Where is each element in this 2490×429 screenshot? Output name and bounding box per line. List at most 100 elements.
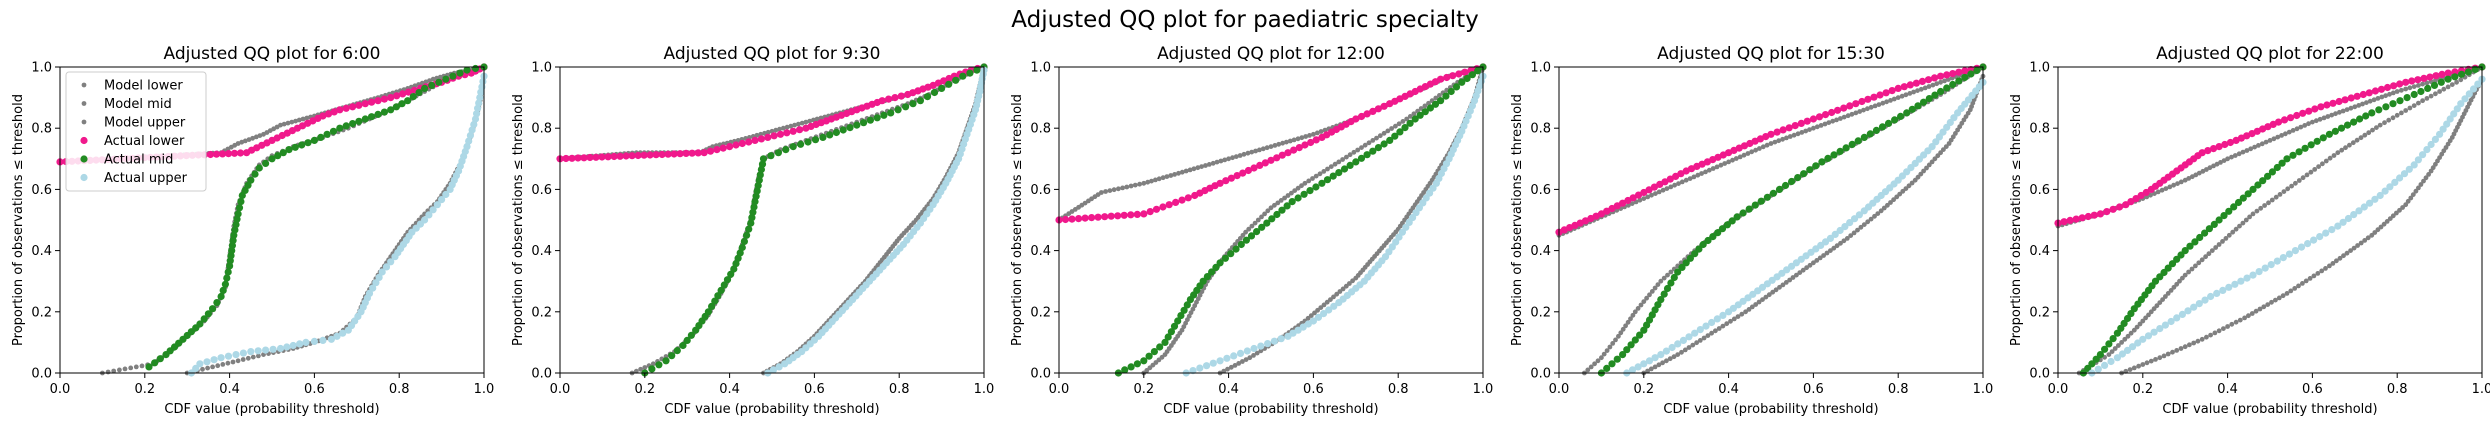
data-point <box>2254 208 2260 214</box>
data-point <box>382 263 391 271</box>
data-point <box>2291 247 2299 255</box>
data-point <box>704 308 713 316</box>
data-point <box>1953 131 1958 136</box>
data-point <box>2340 108 2346 114</box>
data-point <box>832 128 841 137</box>
data-point <box>2362 112 2370 120</box>
data-point <box>2348 105 2354 111</box>
x-tick-label: 0.8 <box>389 382 410 397</box>
data-point <box>2249 185 2257 193</box>
y-tick-label: 0.4 <box>1030 244 1051 259</box>
data-point <box>2307 141 2315 149</box>
data-point <box>1208 268 1216 276</box>
data-point <box>296 117 302 123</box>
data-point <box>2389 100 2397 108</box>
data-point <box>2359 90 2367 99</box>
data-point <box>2275 134 2281 140</box>
data-point <box>2280 293 2286 299</box>
data-point <box>2226 232 2232 238</box>
data-point <box>2289 151 2297 159</box>
x-tick-label: 0.2 <box>1633 382 1654 397</box>
data-point <box>1795 131 1801 137</box>
data-point <box>568 154 576 162</box>
data-point <box>2278 159 2286 167</box>
data-point <box>1728 318 1733 324</box>
data-point <box>2244 148 2250 153</box>
data-point <box>776 130 785 138</box>
data-point <box>1671 354 1677 360</box>
data-point <box>1706 167 1712 173</box>
data-point <box>1335 169 1343 177</box>
data-point <box>2423 146 2431 154</box>
x-axis-label: CDF value (probability threshold) <box>1663 402 1878 417</box>
data-point <box>128 365 134 371</box>
data-point <box>1216 259 1224 267</box>
series-actual-lower <box>2054 63 2486 227</box>
data-point <box>427 78 432 83</box>
x-tick-label: 1.0 <box>474 382 495 397</box>
data-point <box>2213 289 2221 297</box>
data-point <box>897 92 905 100</box>
data-point <box>2283 155 2291 163</box>
data-point <box>819 133 827 141</box>
data-point <box>1107 188 1113 194</box>
data-point <box>2139 335 2147 343</box>
data-point <box>839 126 847 134</box>
data-point <box>1702 322 1710 330</box>
data-point <box>1196 364 1204 372</box>
data-point <box>1866 130 1874 138</box>
data-point <box>2465 90 2473 98</box>
data-point <box>1340 165 1349 173</box>
data-point <box>2301 144 2309 152</box>
data-point <box>276 344 285 353</box>
data-point <box>1888 200 1893 205</box>
data-point <box>804 138 812 146</box>
data-point <box>1838 116 1843 121</box>
data-point <box>1619 351 1627 359</box>
data-point <box>633 368 639 374</box>
legend-entry: Model upper <box>104 116 186 131</box>
data-point <box>2377 85 2386 93</box>
data-point <box>2094 365 2102 373</box>
data-point <box>2230 203 2238 211</box>
data-point <box>887 109 895 117</box>
data-point <box>215 363 221 369</box>
data-point <box>1242 236 1250 244</box>
x-tick-label: 0.2 <box>1133 382 1154 397</box>
data-point <box>1347 152 1353 158</box>
data-point <box>2461 95 2469 103</box>
y-tick-label: 0.4 <box>2029 244 2050 259</box>
data-point <box>2201 229 2209 237</box>
data-point <box>2325 130 2333 138</box>
data-point <box>2433 91 2438 97</box>
data-point <box>2310 236 2318 244</box>
data-point <box>2249 271 2257 279</box>
data-point <box>2199 336 2205 342</box>
data-point <box>1247 232 1256 240</box>
data-point <box>676 150 684 158</box>
data-point <box>404 97 412 105</box>
data-point <box>2458 77 2464 83</box>
data-point <box>1363 151 1371 159</box>
data-points <box>1055 63 1487 377</box>
data-point <box>1474 67 1482 75</box>
data-point <box>730 265 738 273</box>
data-point <box>429 206 437 214</box>
data-point <box>1623 346 1631 354</box>
y-tick-label: 0.0 <box>31 367 52 382</box>
data-point <box>1865 219 1871 225</box>
data-point <box>1389 126 1394 131</box>
data-point <box>1773 128 1781 136</box>
data-point <box>2157 300 2163 305</box>
data-point <box>938 84 946 92</box>
data-point <box>2381 221 2387 227</box>
data-point <box>1937 72 1945 80</box>
data-point <box>1811 260 1816 266</box>
data-point <box>2364 100 2369 105</box>
data-point <box>2182 272 2188 278</box>
data-point <box>2209 145 2218 153</box>
data-point <box>1294 194 1302 202</box>
data-point <box>2206 251 2212 257</box>
y-tick-label: 0.6 <box>31 183 52 198</box>
data-point <box>1943 84 1951 92</box>
